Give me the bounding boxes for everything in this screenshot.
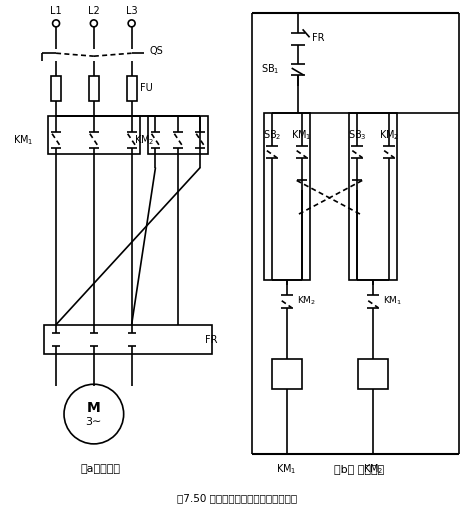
- Bar: [358, 359, 388, 389]
- Text: （a）主电路: （a）主电路: [81, 464, 121, 474]
- Text: M: M: [87, 401, 100, 415]
- Text: （b） 控制电路: （b） 控制电路: [334, 464, 384, 474]
- Text: L3: L3: [126, 7, 137, 16]
- Text: KM$_1$: KM$_1$: [292, 128, 312, 142]
- Bar: [48, 116, 139, 154]
- Text: KM$_2$: KM$_2$: [297, 294, 316, 307]
- Text: KM$_2$: KM$_2$: [379, 128, 399, 142]
- Bar: [272, 359, 301, 389]
- Text: QS: QS: [149, 46, 163, 56]
- Bar: [89, 76, 99, 101]
- Text: FR: FR: [311, 33, 324, 44]
- Text: 图7.50 三相异步电动机正反转控制电路: 图7.50 三相异步电动机正反转控制电路: [177, 494, 297, 504]
- Text: KM$_1$: KM$_1$: [383, 294, 402, 307]
- Text: SB$_1$: SB$_1$: [261, 62, 280, 76]
- Text: SB$_2$: SB$_2$: [263, 128, 281, 142]
- Bar: [51, 76, 61, 101]
- Bar: [349, 113, 397, 280]
- Text: SB$_3$: SB$_3$: [348, 128, 367, 142]
- Text: L2: L2: [88, 7, 100, 16]
- Bar: [147, 116, 208, 154]
- Bar: [127, 76, 137, 101]
- Bar: [44, 325, 212, 354]
- Text: 3∼: 3∼: [86, 417, 102, 427]
- Text: KM$_2$: KM$_2$: [134, 133, 154, 146]
- Text: FU: FU: [139, 83, 152, 93]
- Text: KM$_1$: KM$_1$: [276, 462, 297, 476]
- Text: FR: FR: [205, 334, 218, 345]
- Text: L1: L1: [50, 7, 62, 16]
- Bar: [264, 113, 310, 280]
- Text: KM$_1$: KM$_1$: [13, 133, 34, 146]
- Text: KM$_2$: KM$_2$: [363, 462, 383, 476]
